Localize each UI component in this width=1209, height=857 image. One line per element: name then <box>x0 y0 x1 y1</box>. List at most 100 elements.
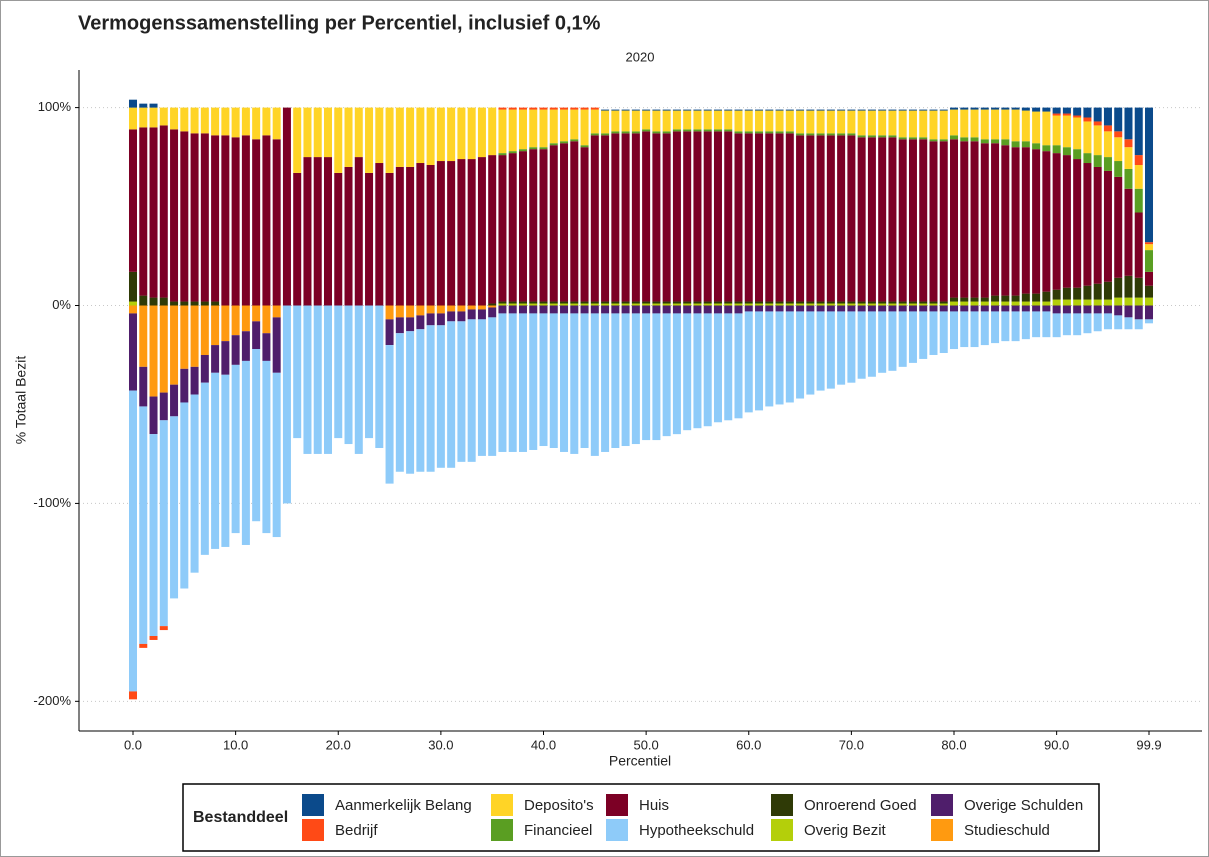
bar-segment <box>416 315 425 330</box>
legend: Bestanddeel Aanmerkelijk Belang Bedrijf De… <box>182 783 1100 852</box>
bar-segment <box>919 305 928 312</box>
bar-segment <box>796 305 805 312</box>
bar-segment <box>642 305 651 314</box>
bar-segment <box>488 303 497 306</box>
bar-segment <box>816 301 825 304</box>
x-tick-label: 0.0 <box>124 737 142 752</box>
bar-segment <box>1042 145 1051 152</box>
bar-segment <box>231 305 240 336</box>
bar-segment <box>170 129 179 302</box>
bar-segment <box>1083 107 1092 118</box>
bar-segment <box>580 145 589 148</box>
bar-segment <box>1144 297 1154 306</box>
bar-segment <box>560 305 569 314</box>
bar-segment <box>847 110 856 134</box>
bar-segment <box>980 143 989 298</box>
bar-segment <box>1052 107 1061 114</box>
bar-segment <box>724 131 733 302</box>
bar-segment <box>313 305 322 454</box>
bar-segment <box>323 305 332 454</box>
bar-segment <box>498 305 507 314</box>
bar-segment <box>621 303 630 306</box>
bar-segment <box>252 107 261 140</box>
bar-segment <box>857 311 866 379</box>
bar-segment <box>211 107 220 136</box>
bar-segment <box>139 127 148 296</box>
bar-segment <box>970 107 979 110</box>
bar-segment <box>929 139 938 142</box>
bar-segment <box>159 626 168 631</box>
bar-segment <box>1093 283 1102 300</box>
bar-segment <box>1114 107 1123 132</box>
bar-segment <box>190 107 199 134</box>
bar-segment <box>539 109 548 148</box>
bar-segment <box>149 305 158 397</box>
bar-segment <box>385 172 394 306</box>
bar-segment <box>950 107 959 110</box>
bar-segment <box>806 135 815 302</box>
bar-segment <box>1093 313 1102 332</box>
bar-segment <box>908 311 917 363</box>
bar-segment <box>580 301 589 304</box>
bar-segment <box>847 135 856 302</box>
bar-segment <box>970 141 979 298</box>
bar-segment <box>241 107 250 136</box>
bar-segment <box>436 161 445 306</box>
bar-segment <box>590 301 599 304</box>
bar-segment <box>139 107 148 128</box>
bar-segment <box>611 109 620 111</box>
bar-segment <box>878 110 887 136</box>
bar-segment <box>1103 157 1112 171</box>
bar-segment <box>365 305 374 439</box>
bar-segment <box>744 305 753 312</box>
bar-segment <box>847 133 856 136</box>
bar-segment <box>672 110 681 130</box>
x-tick-label: 30.0 <box>428 737 453 752</box>
bar-segment <box>652 133 661 302</box>
bar-segment <box>293 172 302 306</box>
bar-segment <box>200 382 209 555</box>
bar-segment <box>1001 139 1010 146</box>
bar-segment <box>221 374 230 547</box>
bar-segment <box>128 313 138 391</box>
bar-segment <box>1032 107 1041 112</box>
bar-segment <box>611 133 620 302</box>
bar-segment <box>395 317 404 334</box>
bar-segment <box>919 109 928 111</box>
bar-segment <box>406 317 415 332</box>
bar-segment <box>796 311 805 399</box>
bar-segment <box>970 109 979 138</box>
bar-segment <box>847 301 856 304</box>
bar-segment <box>755 133 764 302</box>
bar-segment <box>601 301 610 304</box>
bar-segment <box>1032 149 1041 294</box>
bar-segment <box>867 301 876 304</box>
bar-segment <box>159 297 168 306</box>
bar-segment <box>395 333 404 472</box>
legend-label: Overige Schulden <box>964 797 1083 814</box>
bar-segment <box>385 345 394 484</box>
bar-segment <box>508 301 517 304</box>
bar-segment <box>960 305 969 312</box>
bar-segment <box>1124 188 1133 276</box>
bar-segment <box>898 139 907 302</box>
bar-segment <box>416 305 425 316</box>
bar-segment <box>1011 107 1020 110</box>
bar-segment <box>488 107 497 156</box>
bar-segment <box>354 107 363 158</box>
bar-segment <box>734 131 743 134</box>
bar-segment <box>621 109 630 111</box>
bar-segment <box>149 636 158 640</box>
bar-segment <box>631 109 640 111</box>
bar-segment <box>642 303 651 306</box>
bar-segment <box>621 313 630 447</box>
bar-segment <box>1073 117 1082 150</box>
legend-label: Deposito's <box>524 797 594 814</box>
bar-segment <box>1144 244 1154 251</box>
bar-segment <box>970 311 979 348</box>
legend-label: Overig Bezit <box>804 822 887 839</box>
bar-segment <box>252 305 261 322</box>
bar-segment <box>211 305 220 346</box>
y-tick-label: -100% <box>33 495 71 510</box>
bar-segment <box>980 297 989 302</box>
